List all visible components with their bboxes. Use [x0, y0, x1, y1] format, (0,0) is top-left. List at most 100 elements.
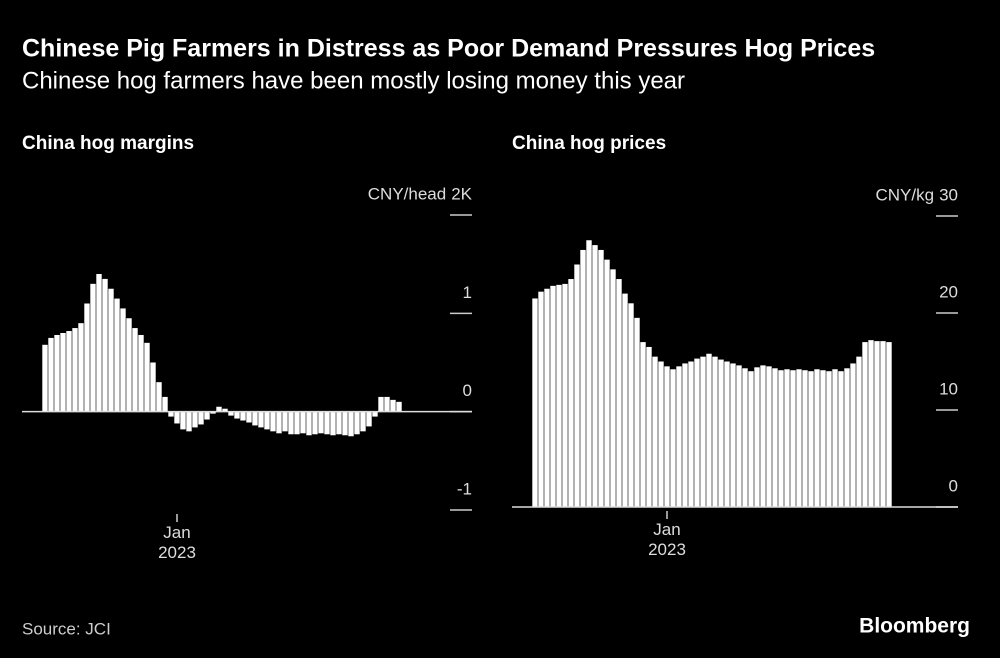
bar: [538, 291, 544, 507]
bar: [724, 361, 730, 507]
y-tick-label: 30: [939, 185, 958, 204]
bar: [550, 285, 556, 507]
bar: [162, 396, 168, 412]
bar: [288, 411, 294, 435]
bar: [790, 370, 796, 507]
bar: [610, 269, 616, 507]
bar: [748, 371, 754, 507]
bar: [802, 370, 808, 507]
bar: [658, 361, 664, 507]
bar: [156, 382, 162, 412]
bar: [48, 337, 54, 412]
bar: [718, 359, 724, 507]
bar: [126, 318, 132, 412]
bar: [844, 368, 850, 507]
bar: [210, 411, 216, 414]
bar: [318, 411, 324, 434]
bar: [294, 411, 300, 435]
bar: [772, 368, 778, 507]
bar: [712, 356, 718, 507]
bar: [670, 369, 676, 507]
y-tick-label: 20: [939, 282, 958, 301]
bar: [108, 288, 114, 412]
bar: [102, 278, 108, 412]
bar: [880, 341, 886, 507]
bar: [264, 411, 270, 430]
bar: [60, 333, 66, 412]
bar: [754, 367, 760, 507]
bar: [390, 399, 396, 412]
bar: [96, 274, 102, 412]
bar: [132, 328, 138, 412]
unit-label: CNY/head: [368, 184, 446, 203]
bar: [676, 366, 682, 507]
bar: [586, 240, 592, 507]
bar: [324, 411, 330, 435]
y-tick-label: -1: [457, 479, 472, 498]
bar: [832, 369, 838, 507]
bar: [144, 342, 150, 412]
y-tick-label: 2K: [451, 184, 472, 203]
panel-title: China hog margins: [22, 133, 194, 154]
bar: [186, 411, 192, 432]
y-tick-label: 10: [939, 379, 958, 398]
bar: [874, 341, 880, 507]
bar: [622, 293, 628, 507]
bar: [84, 303, 90, 412]
bar: [730, 363, 736, 507]
bar: [276, 411, 282, 434]
bar: [282, 411, 288, 432]
bar: [838, 371, 844, 507]
bar: [856, 356, 862, 507]
bar: [312, 411, 318, 435]
bar: [354, 411, 360, 435]
bar: [814, 369, 820, 507]
bar: [300, 411, 306, 434]
bar: [634, 317, 640, 507]
bar: [66, 331, 72, 412]
bar: [646, 346, 652, 507]
bar: [246, 411, 252, 423]
chart-title: Chinese Pig Farmers in Distress as Poor …: [22, 35, 875, 63]
bar: [234, 411, 240, 419]
bar: [240, 411, 246, 421]
bar: [180, 411, 186, 430]
bar: [192, 411, 198, 428]
bar: [604, 259, 610, 507]
y-tick-label: 0: [463, 381, 472, 400]
bar: [72, 328, 78, 412]
bar: [204, 411, 210, 420]
bar: [174, 411, 180, 424]
bar: [826, 371, 832, 507]
bar: [54, 334, 60, 412]
bar: [652, 356, 658, 507]
bar: [378, 396, 384, 412]
bar: [348, 411, 354, 437]
bar: [808, 371, 814, 507]
bar: [306, 411, 312, 436]
x-tick-label: Jan 2023: [158, 523, 196, 562]
bar: [336, 411, 342, 435]
bar: [360, 411, 366, 432]
bar: [562, 283, 568, 507]
bar: [532, 298, 538, 507]
bar: [384, 396, 390, 412]
x-tick-label: Jan 2023: [648, 520, 686, 559]
bar: [592, 245, 598, 507]
chart-subtitle: Chinese hog farmers have been mostly los…: [22, 67, 685, 94]
bar: [742, 368, 748, 507]
bar: [778, 370, 784, 507]
bar: [796, 369, 802, 507]
panel-title: China hog prices: [512, 133, 666, 154]
bar: [544, 288, 550, 507]
source: Source: JCI: [22, 619, 111, 638]
bar: [688, 361, 694, 507]
bar: [252, 411, 258, 426]
bar: [150, 362, 156, 412]
bar: [168, 411, 174, 417]
bar: [342, 411, 348, 436]
bar: [114, 298, 120, 412]
bar: [228, 411, 234, 416]
bar: [138, 334, 144, 412]
